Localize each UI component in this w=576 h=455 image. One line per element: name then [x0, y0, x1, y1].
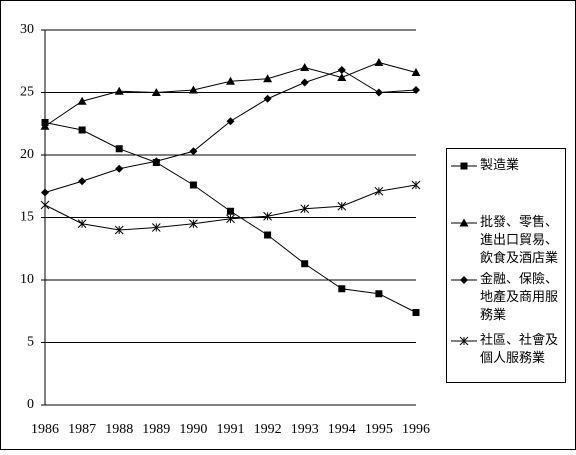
marker: [337, 201, 347, 211]
marker: [78, 177, 87, 186]
marker: [115, 164, 124, 173]
legend-label: 社區、社會及個人服務業: [480, 333, 559, 366]
marker: [460, 162, 468, 170]
marker: [77, 219, 87, 229]
marker: [263, 94, 272, 103]
x-tick-label: 1996: [402, 422, 430, 437]
y-tick-label: 10: [20, 272, 34, 287]
marker: [375, 290, 383, 298]
marker: [374, 58, 384, 66]
marker: [412, 309, 420, 316]
x-tick-label: 1991: [217, 422, 245, 437]
marker: [459, 336, 469, 346]
marker: [40, 121, 50, 130]
legend-label: 批發、零售、進出口貿易、飲食及酒店業: [480, 215, 559, 266]
marker: [459, 218, 469, 227]
marker: [460, 276, 468, 284]
marker: [188, 85, 198, 94]
marker: [41, 188, 49, 197]
x-tick-label: 1986: [31, 422, 59, 437]
y-tick-label: 0: [27, 397, 34, 412]
marker: [300, 63, 310, 71]
marker: [151, 88, 161, 96]
x-tick-label: 1987: [68, 422, 96, 437]
marker: [114, 86, 124, 95]
marker: [300, 204, 310, 214]
marker: [40, 200, 50, 210]
marker: [152, 157, 161, 166]
marker: [374, 88, 383, 97]
x-tick-label: 1992: [254, 422, 282, 437]
marker: [337, 73, 347, 81]
marker: [337, 66, 346, 74]
marker: [226, 117, 235, 126]
marker: [411, 68, 421, 76]
marker: [227, 207, 234, 215]
legend: 製造業批發、零售、進出口貿易、飲食及酒店業 金融、保險、地產及商用服務業社區、社會…: [446, 148, 566, 383]
y-tick-label: 20: [20, 147, 34, 162]
marker: [151, 223, 161, 232]
legend-swatch: [451, 218, 477, 227]
marker: [411, 180, 421, 190]
marker: [301, 260, 309, 268]
marker: [263, 74, 273, 83]
y-tick-label: 25: [20, 85, 34, 100]
marker: [189, 147, 198, 156]
marker: [226, 214, 235, 224]
legend-swatch: [451, 336, 477, 346]
marker: [226, 76, 235, 85]
y-tick-label: 15: [20, 210, 34, 225]
marker: [77, 96, 87, 105]
marker: [263, 211, 272, 221]
x-tick-label: 1995: [365, 422, 393, 437]
y-tick-label: 30: [20, 22, 34, 37]
x-tick-label: 1989: [142, 422, 170, 437]
x-tick-label: 1993: [291, 422, 319, 437]
y-tick-label: 5: [27, 335, 34, 350]
marker: [264, 231, 272, 239]
marker: [115, 145, 123, 153]
legend-label: 製造業: [480, 158, 520, 173]
marker: [300, 78, 309, 87]
x-tick-label: 1990: [179, 422, 207, 437]
marker: [114, 225, 124, 235]
marker: [78, 126, 86, 134]
legend-swatch: [451, 276, 477, 284]
marker: [189, 219, 198, 229]
legend-label: 金融、保險、地產及商用服務業: [480, 272, 559, 323]
legend-swatch: [451, 162, 477, 170]
marker: [338, 285, 346, 293]
x-tick-label: 1988: [105, 422, 133, 437]
marker: [189, 181, 197, 189]
x-tick-label: 1994: [328, 422, 356, 437]
marker: [412, 86, 420, 94]
marker: [374, 186, 384, 196]
